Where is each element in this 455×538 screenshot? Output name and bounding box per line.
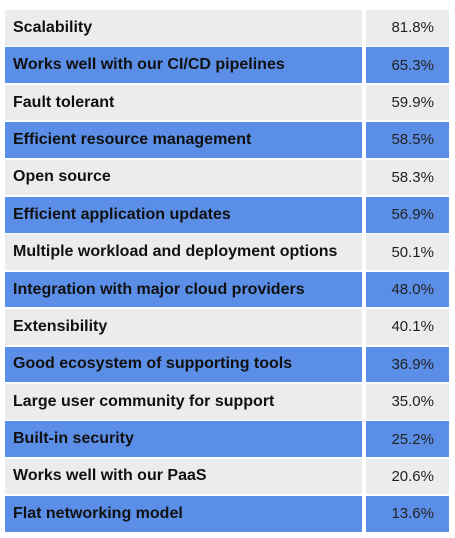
table-row: Built-in security 25.2% [5,421,449,457]
row-value: 25.2% [366,421,449,457]
row-label: Open source [5,159,362,196]
row-label: Fault tolerant [5,84,362,121]
row-label: Extensibility [5,309,362,345]
row-label: Works well with our CI/CD pipelines [5,47,362,83]
row-value: 48.0% [366,271,449,308]
table-row: Extensibility 40.1% [5,309,449,345]
row-label: Works well with our PaaS [5,458,362,495]
table-row: Good ecosystem of supporting tools 36.9% [5,346,449,383]
row-label: Built-in security [5,421,362,457]
table-row: Efficient application updates 56.9% [5,196,449,233]
row-value: 56.9% [366,196,449,233]
table-row: Works well with our PaaS 20.6% [5,458,449,495]
table-row: Scalability 81.8% [5,10,449,46]
table-row: Flat networking model 13.6% [5,496,449,532]
row-label: Flat networking model [5,496,362,532]
table-row: Large user community for support 35.0% [5,383,449,420]
row-value: 58.3% [366,159,449,196]
row-value: 13.6% [366,496,449,532]
table-row: Works well with our CI/CD pipelines 65.3% [5,47,449,83]
row-label: Multiple workload and deployment options [5,234,362,270]
row-label: Large user community for support [5,383,362,420]
row-label: Good ecosystem of supporting tools [5,346,362,383]
row-label: Integration with major cloud providers [5,271,362,308]
table-row: Fault tolerant 59.9% [5,84,449,121]
row-value: 59.9% [366,84,449,121]
row-value: 50.1% [366,234,449,270]
table-row: Efficient resource management 58.5% [5,122,449,158]
row-value: 40.1% [366,309,449,345]
table-row: Integration with major cloud providers 48… [5,271,449,308]
row-value: 36.9% [366,346,449,383]
table-row: Open source 58.3% [5,159,449,196]
row-label: Efficient application updates [5,196,362,233]
table-row: Multiple workload and deployment options… [5,234,449,270]
row-value: 20.6% [366,458,449,495]
row-value: 58.5% [366,122,449,158]
results-table: Scalability 81.8% Works well with our CI/C… [5,10,449,533]
row-label: Efficient resource management [5,122,362,158]
row-value: 81.8% [366,10,449,46]
row-value: 65.3% [366,47,449,83]
row-label: Scalability [5,10,362,46]
row-value: 35.0% [366,383,449,420]
